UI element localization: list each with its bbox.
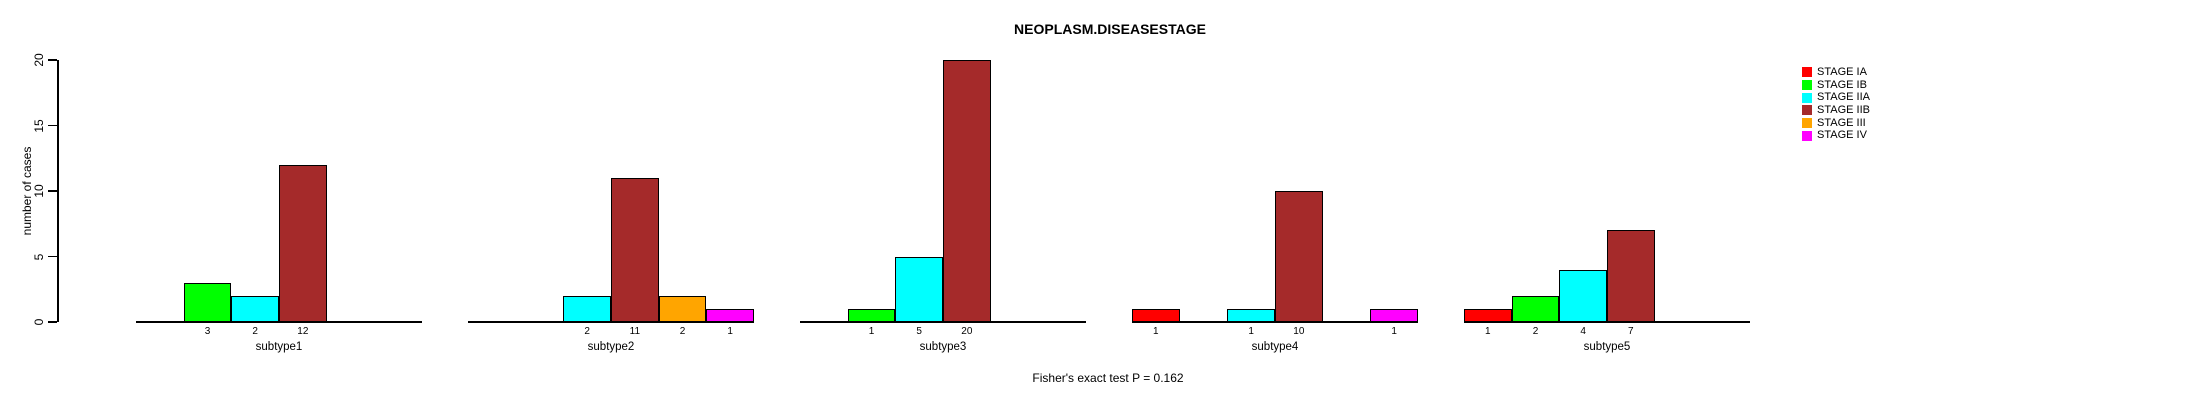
bar-subtype5-stage-ib xyxy=(1511,295,1560,322)
x-axis-segment-subtype5 xyxy=(1464,321,1750,323)
group-label-subtype5: subtype5 xyxy=(1583,341,1631,353)
legend-row: STAGE IA xyxy=(1802,66,1870,79)
group-label-subtype1: subtype1 xyxy=(255,341,303,353)
y-tick-label: 0 xyxy=(32,318,46,326)
bar-value-label: 1 xyxy=(868,326,875,337)
bar-subtype5-stage-iia xyxy=(1559,269,1607,322)
bar-value-label: 2 xyxy=(679,326,686,337)
x-axis-segment-subtype4 xyxy=(1132,321,1418,323)
bar-value-label: 2 xyxy=(252,326,258,337)
legend-label: STAGE IIB xyxy=(1817,103,1870,116)
legend-row: STAGE IIA xyxy=(1802,91,1870,104)
legend-label: STAGE IIA xyxy=(1817,91,1870,104)
bar-value-label: 1 xyxy=(1391,326,1397,337)
bar-value-label: 2 xyxy=(1532,326,1539,337)
bar-subtype3-stage-iia xyxy=(895,256,943,322)
bar-subtype2-stage-iii xyxy=(658,295,707,322)
x-axis-segment-subtype1 xyxy=(136,321,422,323)
y-tick-label: 15 xyxy=(32,118,46,133)
bar-value-label: 7 xyxy=(1628,326,1634,337)
bar-subtype5-stage-ia xyxy=(1464,308,1512,322)
y-tick-label: 10 xyxy=(32,184,46,198)
bar-value-label: 12 xyxy=(297,326,309,337)
x-axis-segment-subtype2 xyxy=(468,321,754,323)
group-label-subtype2: subtype2 xyxy=(587,341,635,353)
legend-row: STAGE IV xyxy=(1802,129,1870,142)
y-tick-label: 5 xyxy=(32,253,46,260)
bar-subtype1-stage-ib xyxy=(183,282,232,322)
chart-title: NEOPLASM.DISEASESTAGE xyxy=(1014,21,1206,37)
bar-subtype2-stage-iv xyxy=(706,308,754,322)
bar-value-label: 20 xyxy=(961,326,973,337)
x-axis-segment-subtype3 xyxy=(800,321,1086,323)
bar-subtype2-stage-iib xyxy=(611,177,659,322)
legend-row: STAGE IB xyxy=(1802,79,1870,92)
legend-swatch-stage-ib xyxy=(1802,80,1812,91)
y-tick-mark xyxy=(48,190,57,192)
legend-label: STAGE IV xyxy=(1817,129,1867,142)
bar-subtype4-stage-ia xyxy=(1132,308,1180,322)
y-tick-label: 20 xyxy=(32,53,46,67)
bar-subtype4-stage-iv xyxy=(1370,308,1418,322)
legend-row: STAGE III xyxy=(1802,117,1870,130)
bar-value-label: 5 xyxy=(916,326,922,337)
bar-subtype4-stage-iib xyxy=(1275,191,1323,322)
bar-value-label: 1 xyxy=(1153,326,1159,337)
fisher-test-caption: Fisher's exact test P = 0.162 xyxy=(1032,371,1184,385)
bar-value-label: 1 xyxy=(727,326,733,337)
bar-value-label: 2 xyxy=(584,326,590,337)
bar-value-label: 3 xyxy=(204,326,211,337)
y-tick-mark xyxy=(48,124,57,127)
bar-value-label: 10 xyxy=(1293,326,1305,337)
legend-swatch-stage-iia xyxy=(1802,92,1812,103)
legend-row: STAGE IIB xyxy=(1802,104,1870,117)
group-label-subtype4: subtype4 xyxy=(1251,341,1299,353)
bar-subtype5-stage-iib xyxy=(1607,230,1655,322)
legend-swatch-stage-iib xyxy=(1802,105,1812,116)
bar-subtype4-stage-iia xyxy=(1227,308,1275,322)
bar-value-label: 1 xyxy=(1485,326,1491,337)
bar-subtype1-stage-iia xyxy=(231,295,279,322)
legend-swatch-stage-iii xyxy=(1802,118,1812,129)
bar-value-label: 11 xyxy=(629,326,641,337)
bar-subtype2-stage-iia xyxy=(563,295,611,322)
bar-value-label: 4 xyxy=(1580,326,1586,337)
y-tick-mark xyxy=(48,321,57,323)
legend-swatch-stage-ia xyxy=(1802,67,1812,78)
legend-label: STAGE III xyxy=(1817,116,1866,129)
legend-label: STAGE IA xyxy=(1817,65,1867,78)
bar-value-label: 1 xyxy=(1248,326,1254,337)
legend-swatch-stage-iv xyxy=(1802,130,1812,141)
legend: STAGE IA STAGE IB STAGE IIA STAGE IIB STAGE … xyxy=(1802,66,1870,142)
bar-subtype3-stage-iib xyxy=(943,60,991,322)
bar-subtype3-stage-ib xyxy=(847,308,896,322)
y-tick-mark xyxy=(48,255,57,258)
bar-subtype1-stage-iib xyxy=(279,164,327,322)
y-axis-line xyxy=(57,60,59,322)
legend-label: STAGE IB xyxy=(1817,78,1867,91)
y-tick-mark xyxy=(48,59,57,61)
group-label-subtype3: subtype3 xyxy=(919,341,967,353)
